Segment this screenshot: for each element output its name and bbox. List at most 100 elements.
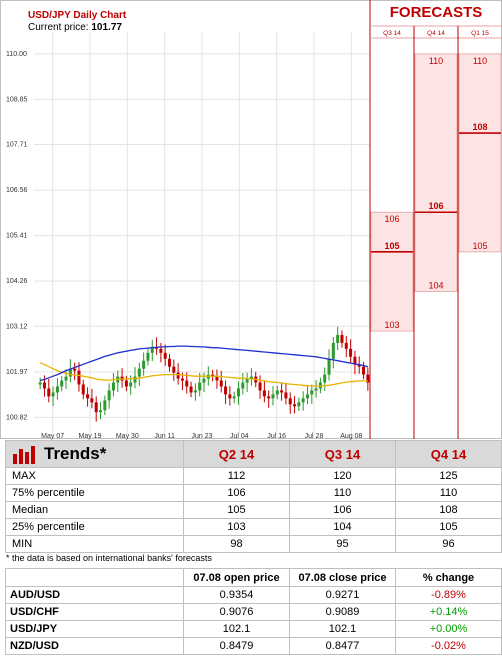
chart-header: USD/JPY Daily Chart Current price: 101.7… xyxy=(28,10,126,34)
pair-name: NZD/USD xyxy=(5,637,184,655)
prices-header-row: 07.08 open price 07.08 close price % cha… xyxy=(5,568,502,587)
forecast-column-label: Q1 15 xyxy=(471,30,489,37)
trends-row: MAX 112 120 125 xyxy=(5,467,502,485)
candle-body xyxy=(47,388,51,397)
candle-body xyxy=(245,378,249,383)
candle-body xyxy=(167,358,172,367)
candle-body xyxy=(215,376,219,381)
trends-cell: 105 xyxy=(395,518,502,536)
trends-cell: 96 xyxy=(395,535,502,553)
forecast-range xyxy=(414,53,458,292)
open-price: 0.8479 xyxy=(183,637,290,655)
y-tick-label: 103.12 xyxy=(6,323,28,330)
trends-cell: 106 xyxy=(183,484,290,502)
candle-body xyxy=(55,386,59,393)
trends-col-q4: Q4 14 xyxy=(395,440,502,468)
candle-body xyxy=(99,410,103,413)
y-tick-label: 101.97 xyxy=(6,369,28,376)
trends-cell: 95 xyxy=(289,535,396,553)
prices-header-change: % change xyxy=(395,568,502,587)
candle-body xyxy=(284,392,288,399)
candle-body xyxy=(142,360,146,369)
trends-col-q3: Q3 14 xyxy=(289,440,396,468)
y-tick-label: 107.71 xyxy=(6,142,28,149)
prices-header-open: 07.08 open price xyxy=(183,568,290,587)
moving-average-yellow xyxy=(39,362,368,387)
y-tick-label: 108.85 xyxy=(6,96,28,103)
forecast-max-label: 106 xyxy=(384,214,399,224)
trends-header-row: Trends* Q2 14 Q3 14 Q4 14 xyxy=(5,440,502,468)
prices-row: USD/JPY 102.1 102.1 +0.00% xyxy=(5,620,502,638)
candle-body xyxy=(159,348,163,353)
candle-body xyxy=(314,388,318,391)
candle-body xyxy=(353,356,357,365)
candle-body xyxy=(172,366,176,373)
candle-body xyxy=(146,352,150,361)
candle-body xyxy=(124,380,128,387)
candle-body xyxy=(366,374,370,383)
forecast-column-label: Q3 14 xyxy=(383,30,401,37)
candle-body xyxy=(176,372,180,379)
pair-name: USD/JPY xyxy=(5,620,184,638)
candle-body xyxy=(336,335,340,343)
candle-body xyxy=(90,398,94,403)
trends-row-label: MAX xyxy=(5,467,184,485)
current-price: Current price: 101.77 xyxy=(28,22,126,34)
candle-body xyxy=(42,382,46,389)
candle-body xyxy=(185,380,189,387)
candle-body xyxy=(344,342,348,349)
percent-change: -0.89% xyxy=(395,586,502,604)
trends-row-label: MIN xyxy=(5,535,184,553)
forecast-min-label: 104 xyxy=(428,280,443,290)
x-tick-label: Aug 08 xyxy=(340,433,362,440)
candle-body xyxy=(331,342,335,359)
prices-header-close: 07.08 close price xyxy=(289,568,396,587)
candle-body xyxy=(267,396,271,399)
prices-table: 07.08 open price 07.08 close price % cha… xyxy=(5,568,502,655)
candle-body xyxy=(280,390,284,393)
candle-body xyxy=(349,348,353,357)
forecast-range xyxy=(370,211,414,332)
candle-body xyxy=(236,388,241,397)
trends-cell: 108 xyxy=(395,501,502,519)
candle-body xyxy=(60,380,64,387)
candle-body xyxy=(305,394,309,399)
close-price: 102.1 xyxy=(289,620,396,638)
y-tick-label: 106.56 xyxy=(6,187,28,194)
trends-note: * the data is based on international ban… xyxy=(6,553,212,563)
trends-cell: 98 xyxy=(183,535,290,553)
x-tick-label: Jun 11 xyxy=(154,433,175,440)
forecast-min-label: 105 xyxy=(472,241,487,251)
y-tick-label: 110.00 xyxy=(6,51,27,58)
open-price: 0.9076 xyxy=(183,603,290,621)
prices-row: NZD/USD 0.8479 0.8477 -0.02% xyxy=(5,637,502,655)
percent-change: +0.00% xyxy=(395,620,502,638)
open-price: 102.1 xyxy=(183,620,290,638)
y-tick-label: 104.26 xyxy=(6,278,28,285)
trends-col-q2: Q2 14 xyxy=(183,440,290,468)
candle-body xyxy=(180,378,184,381)
candle-body xyxy=(94,402,98,413)
candle-body xyxy=(310,390,314,395)
candle-body xyxy=(107,390,111,401)
trends-cell: 120 xyxy=(289,467,396,485)
candle-body xyxy=(297,402,301,407)
forecast-max-label: 110 xyxy=(473,56,487,66)
trends-cell: 105 xyxy=(183,501,290,519)
candle-body xyxy=(202,378,206,383)
candle-body xyxy=(73,368,77,371)
candle-body xyxy=(129,382,133,387)
candle-body xyxy=(323,374,327,383)
price-chart: 110.00 108.85 107.71 106.56 105.41 104.26 103.… xyxy=(0,0,502,440)
forecast-min-label: 103 xyxy=(384,320,399,330)
candle-body xyxy=(137,368,141,377)
trends-title: Trends* xyxy=(44,444,107,463)
candle-body xyxy=(228,394,232,399)
trends-row: 75% percentile 106 110 110 xyxy=(5,484,502,502)
candle-body xyxy=(258,382,262,391)
trends-row: MIN 98 95 96 xyxy=(5,535,502,553)
trends-row-label: 25% percentile xyxy=(5,518,184,536)
candle-body xyxy=(327,358,331,375)
candle-body xyxy=(133,376,137,383)
